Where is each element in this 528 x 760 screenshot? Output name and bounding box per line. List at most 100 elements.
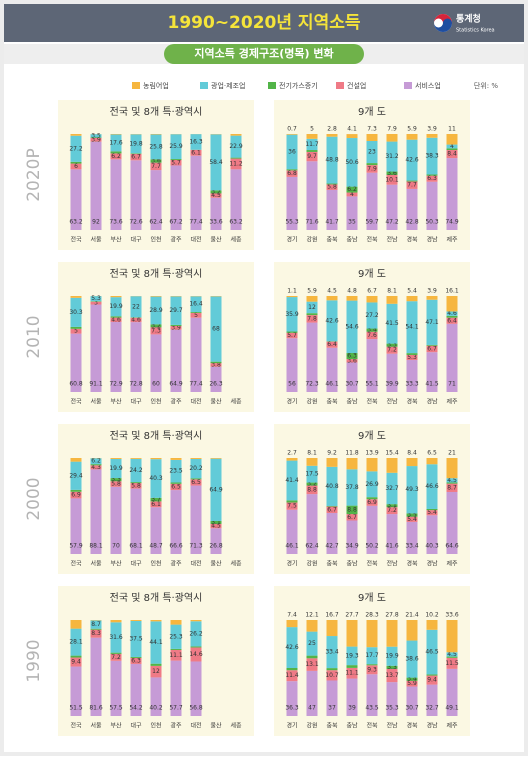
data-label: 8.3 [91,630,101,637]
x-tick-label: 충남 [346,560,358,568]
x-tick-label: 부산 [110,722,122,730]
panel-title: 9개 도 [358,592,386,604]
x-tick-label: 제주 [446,560,458,568]
bar-segment [307,620,318,632]
bar-segment [327,506,338,507]
panel-title: 전국 및 8개 특·광역시 [110,592,203,604]
data-label: 50.6 [345,159,359,166]
data-label: 10.7 [325,672,339,679]
x-tick-label: 전남 [386,560,398,568]
bar-segment [447,296,458,311]
legend-label: 건설업 [347,81,366,90]
x-tick-label: 대전 [190,236,201,244]
data-label: 6.2 [111,153,121,160]
data-label: 7.9 [387,126,397,133]
data-label: 8.7 [447,484,457,491]
bar-segment [287,458,298,461]
x-tick-label: 경기 [286,398,297,406]
bar-segment [427,175,438,176]
data-label: 37.8 [345,484,359,491]
bar-segment [91,305,102,392]
data-label: 54.2 [129,705,143,712]
x-tick-label: 경북 [406,561,418,568]
bar-segment [427,345,438,346]
bar-segment [427,674,438,675]
legend-swatch [268,82,276,89]
bar-segment [307,313,318,315]
data-label: 64.6 [445,543,459,550]
data-label: 26.8 [209,543,223,550]
bar-segment [407,458,418,466]
panel-title: 9개 도 [358,106,386,118]
data-label: 41.5 [385,320,399,327]
x-tick-label: 전북 [366,236,378,244]
bar-segment [71,458,82,462]
data-label: 72.6 [129,219,143,226]
bar-segment [211,528,222,554]
data-label: 13.9 [365,450,379,457]
data-label: 58.4 [209,159,223,166]
data-label: 19.8 [129,140,143,147]
bar-segment [367,620,378,647]
data-label: 50.3 [425,219,439,226]
bar-segment [151,296,162,297]
x-tick-label: 대구 [130,722,142,730]
x-tick-label: 인천 [150,560,161,568]
data-label: 23 [368,149,376,156]
data-label: 6.9 [71,492,81,499]
data-label: 35 [348,219,356,226]
x-tick-label: 울산 [210,722,222,730]
data-label: 6.5 [427,450,437,457]
data-label: 5.4 [427,509,437,516]
data-label: 16.3 [189,138,203,145]
data-label: 81.6 [89,705,103,712]
data-label: 8.4 [447,151,457,158]
data-label: 22 [132,303,140,310]
data-label: 8.1 [387,288,397,295]
bar-segment [387,296,398,304]
data-label: 60.8 [69,381,83,388]
data-label: 11.4 [285,672,299,679]
data-label: 30.7 [405,705,419,712]
bar-segment [347,134,358,138]
data-label: 7.9 [367,165,377,172]
bar-segment [131,620,142,621]
data-label: 74.9 [445,219,459,226]
data-label: 6.1 [191,149,201,156]
data-label: 23.5 [169,468,183,475]
x-tick-label: 광주 [170,561,182,568]
x-tick-label: 대전 [190,560,201,568]
bar-segment [91,469,102,554]
x-tick-label: 전국 [70,560,82,568]
x-tick-label: 울산 [210,398,222,406]
bar-segment [427,134,438,138]
bar-segment [287,134,298,135]
bar-segment [171,482,182,483]
legend-swatch [200,82,208,89]
data-label: 40.2 [149,705,163,712]
data-label: 71.6 [305,219,319,226]
data-label: 33.4 [405,543,419,550]
bar-segment [191,646,202,647]
bar-segment [131,482,142,483]
data-label: 41.7 [325,219,339,226]
data-label: 35.9 [285,311,299,318]
x-tick-label: 강원 [306,560,317,568]
data-label: 10.2 [425,612,439,619]
data-label: 27.2 [365,312,379,319]
bar-segment [287,169,298,170]
bar-segment [171,325,182,326]
data-label: 49.3 [405,486,419,493]
bar-segment [191,312,202,313]
x-tick-label: 전남 [386,236,398,244]
data-label: 0.7 [287,126,297,133]
data-label: 57.7 [169,705,183,712]
data-label: 6.4 [327,341,337,348]
bar-segment [307,458,318,466]
legend-label: 전기가스증기 [279,81,318,90]
x-tick-label: 대구 [130,398,142,406]
bar-segment [171,159,182,160]
data-label: 6.3 [347,353,357,360]
x-tick-label: 강원 [306,398,317,406]
data-label: 6.5 [191,479,201,486]
